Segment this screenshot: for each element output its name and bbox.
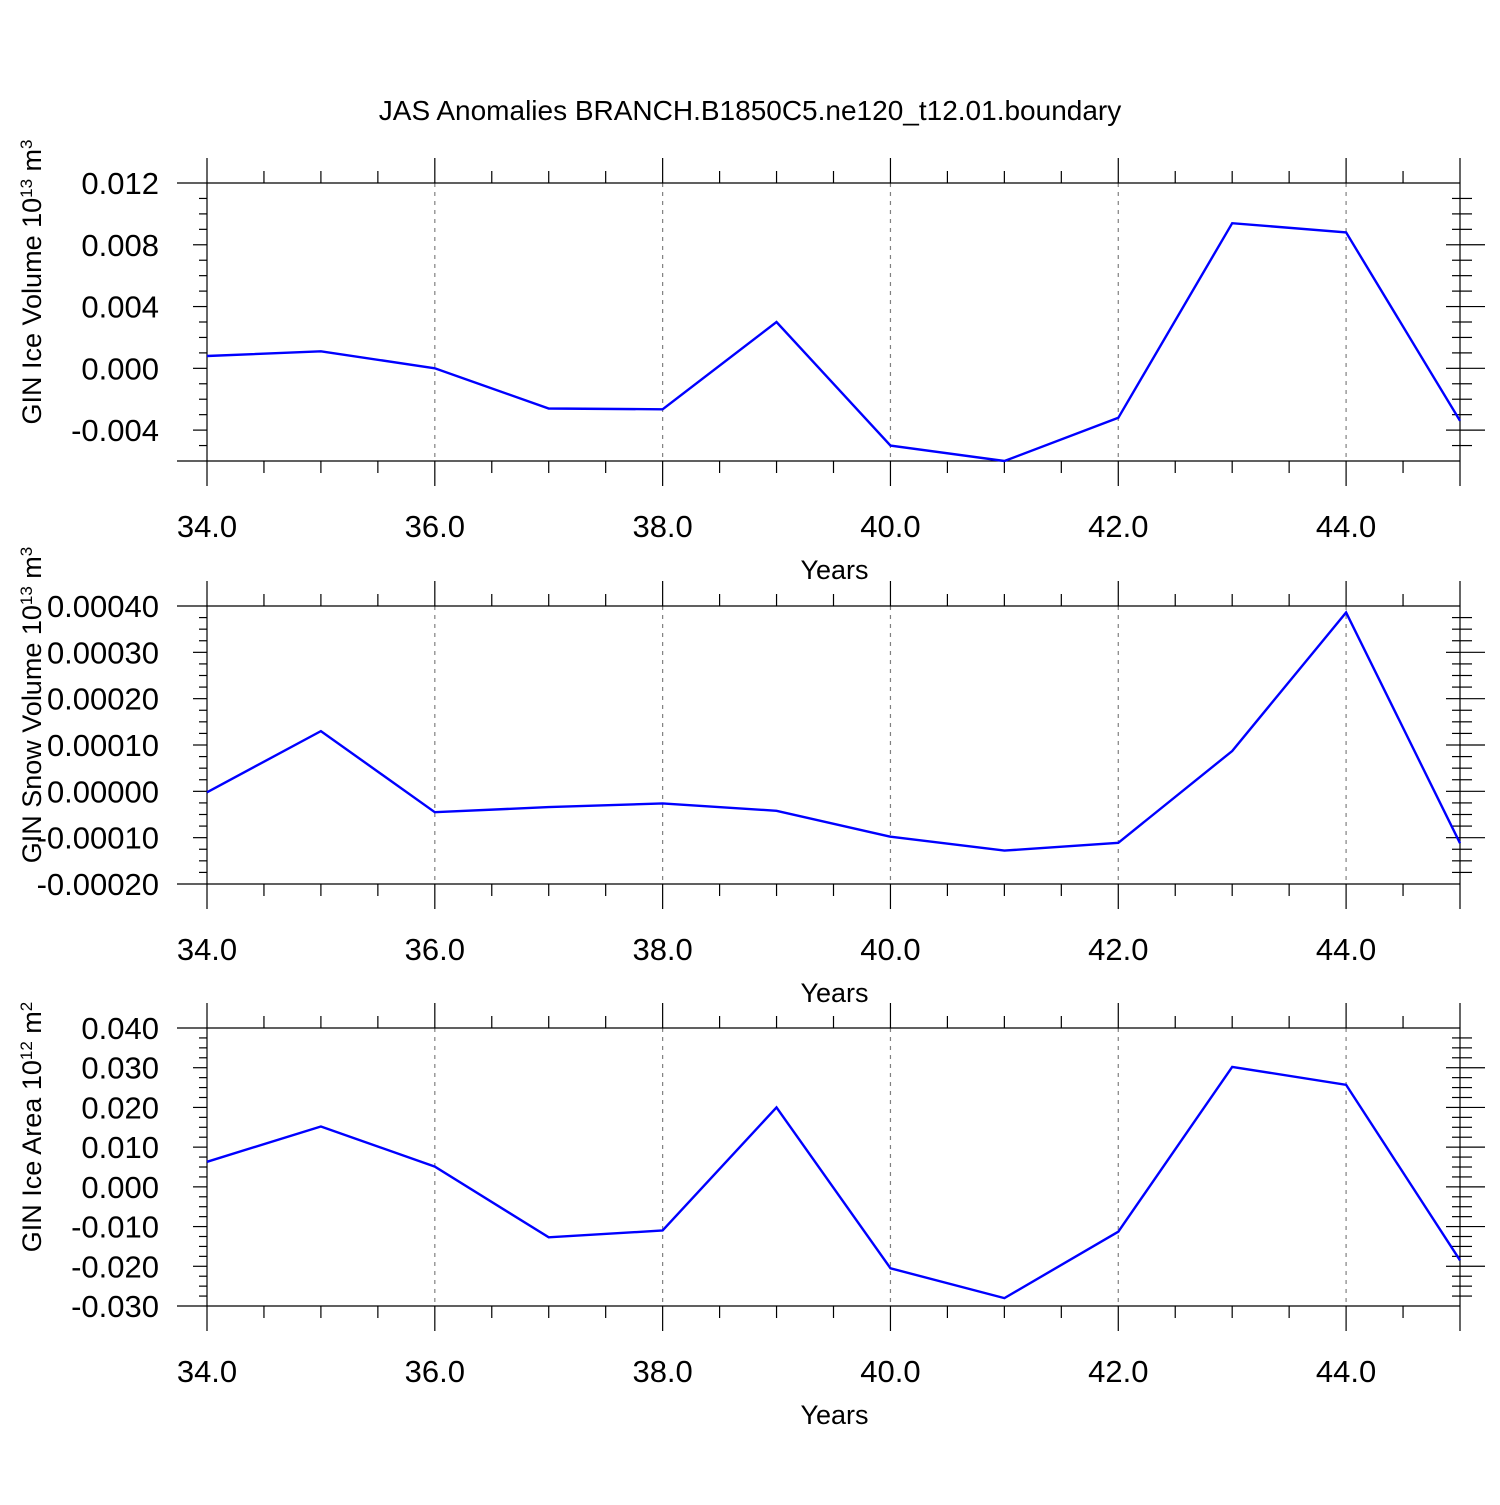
panel-2-x-tick-label: 38.0 [632,932,692,967]
panel-2-y-tick-label: 0.00040 [47,589,159,624]
panel-3-y-tick-label: 0.040 [81,1011,159,1046]
panel-3-y-tick-label: 0.010 [81,1130,159,1165]
panel-2-x-tick-label: 42.0 [1088,932,1148,967]
panel-2-y-tick-label: 0.00030 [47,635,159,670]
chart-title: JAS Anomalies BRANCH.B1850C5.ne120_t12.0… [379,95,1121,126]
panel-3-series-line [206,1065,1462,1300]
panel-1-x-tick-label: 42.0 [1088,509,1148,544]
panel-3-y-axis-title: GIN Ice Area 1012 m2 [17,1002,47,1253]
panel-1-x-tick-label: 44.0 [1316,509,1376,544]
panel-3-y-tick-label: 0.020 [81,1090,159,1125]
panel-2-y-tick-label: -0.00010 [37,821,159,856]
panel-2-x-axis-title: Years [800,978,868,1008]
panel-3-y-tick-label: 0.000 [81,1170,159,1205]
panel-2-y-tick-label: 0.00000 [47,774,159,809]
panel-2-y-axis-title: GIN Snow Volume 1013 m3 [17,547,47,864]
panel-1-y-axis-title: GIN Ice Volume 1013 m3 [17,139,47,424]
panel-1-y-tick-label: 0.004 [81,290,159,325]
panel-2-x-tick-label: 34.0 [177,932,237,967]
panel-3-y-tick-label: -0.010 [71,1210,159,1245]
panel-2-y-tick-label: 0.00010 [47,728,159,763]
panel-3-y-tick-label: 0.030 [81,1051,159,1086]
panel-3-y-tick-label: -0.030 [71,1289,159,1324]
panel-3-x-axis-title: Years [800,1400,868,1430]
panel-3-x-tick-label: 42.0 [1088,1354,1148,1389]
panel-2-y-tick-label: -0.00020 [37,867,159,902]
panel-1-x-tick-label: 34.0 [177,509,237,544]
panel-3-x-tick-label: 34.0 [177,1354,237,1389]
panel-2-x-tick-label: 44.0 [1316,932,1376,967]
panel-2-x-tick-label: 36.0 [405,932,465,967]
panel-3-y-tick-label: -0.020 [71,1249,159,1284]
panel-2-series-line [206,610,1462,852]
panel-1-x-axis-title: Years [800,555,868,585]
panel-3-x-tick-label: 44.0 [1316,1354,1376,1389]
panel-1-x-tick-label: 38.0 [632,509,692,544]
panel-1-y-tick-label: -0.004 [71,413,159,448]
panel-1-y-tick-label: 0.008 [81,228,159,263]
panel-1-x-tick-label: 40.0 [860,509,920,544]
panel-2-y-tick-label: 0.00020 [47,682,159,717]
panel-3-x-tick-label: 40.0 [860,1354,920,1389]
panel-3-x-tick-label: 38.0 [632,1354,692,1389]
panel-1-x-tick-label: 36.0 [405,509,465,544]
panel-1-y-tick-label: 0.012 [81,166,159,201]
panel-1-y-tick-label: 0.000 [81,351,159,386]
panel-3-x-tick-label: 36.0 [405,1354,465,1389]
panel-1-series-line [206,221,1462,463]
panel-2-x-tick-label: 40.0 [860,932,920,967]
